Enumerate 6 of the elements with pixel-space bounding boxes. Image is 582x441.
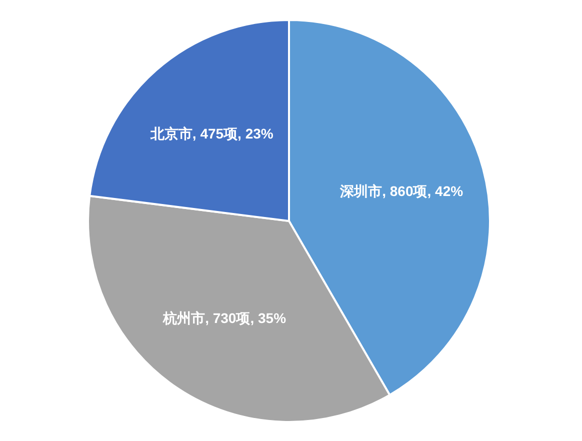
data-label: , 475项, 23% [192,126,274,142]
slice-label: 杭州市 [162,310,206,326]
slice-label: 深圳市 [339,182,382,199]
data-label: , 860项, 42% [382,182,464,199]
data-label: , 730项, 35% [205,310,287,326]
slice-label: 北京市 [149,126,192,142]
